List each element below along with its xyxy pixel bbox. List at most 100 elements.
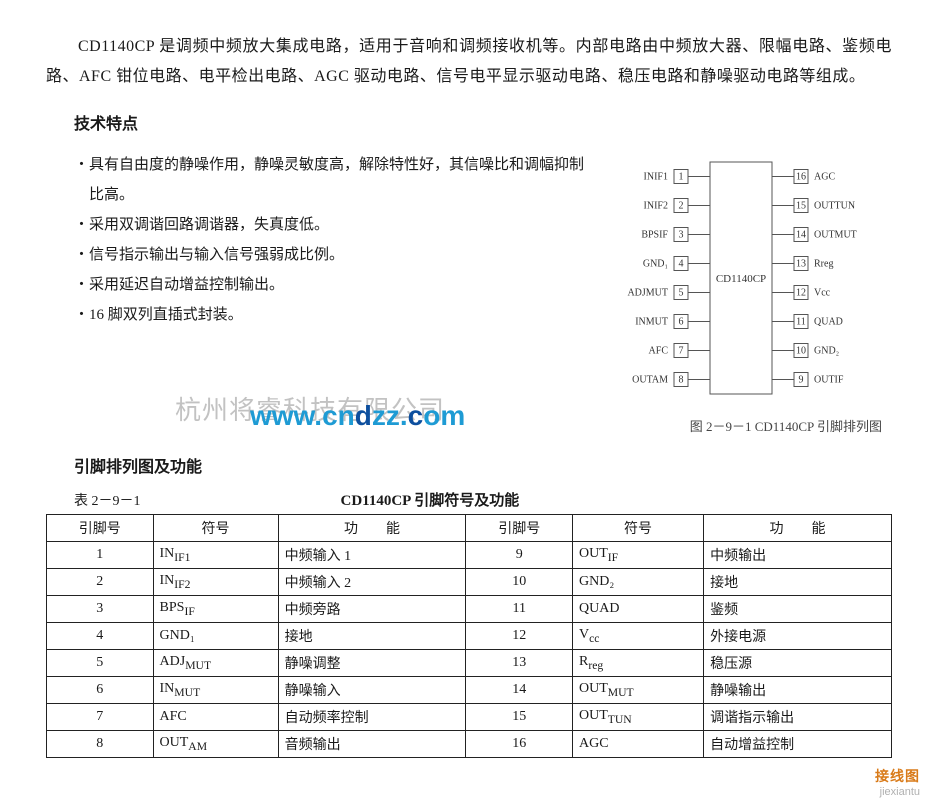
- svg-text:BPSIF: BPSIF: [641, 230, 668, 241]
- intro-paragraph: CD1140CP 是调频中频放大集成电路，适用于音响和调频接收机等。内部电路由中…: [46, 32, 892, 92]
- table-cell: 调谐指示输出: [704, 704, 892, 731]
- feature-item: 采用双调谐回路调谐器，失真度低。: [74, 210, 592, 240]
- pinout-section-heading: 引脚排列图及功能: [74, 453, 892, 477]
- table-cell: 静噪输入: [278, 677, 466, 704]
- pin-table-header: 引脚号: [47, 515, 154, 542]
- table-cell: GND₁: [153, 623, 278, 650]
- svg-text:INIF2: INIF2: [644, 201, 668, 212]
- footer-watermark: 接线图 jiexiantu: [875, 766, 920, 798]
- table-cell: INIF1: [153, 542, 278, 569]
- table-cell: 4: [47, 623, 154, 650]
- svg-text:Rreg: Rreg: [814, 259, 833, 270]
- table-cell: 自动增益控制: [704, 731, 892, 758]
- table-cell: 9: [466, 542, 573, 569]
- svg-text:5: 5: [679, 288, 684, 299]
- table-cell: Vcc: [572, 623, 703, 650]
- svg-text:OUTIF: OUTIF: [814, 375, 844, 386]
- table-cell: 7: [47, 704, 154, 731]
- table-cell: BPSIF: [153, 596, 278, 623]
- svg-text:GND₂: GND₂: [814, 346, 839, 357]
- pin-table-header: 功 能: [278, 515, 466, 542]
- svg-text:15: 15: [796, 201, 806, 212]
- table-cell: 11: [466, 596, 573, 623]
- svg-text:11: 11: [796, 317, 806, 328]
- table-cell: QUAD: [572, 596, 703, 623]
- table-cell: 14: [466, 677, 573, 704]
- table-cell: 12: [466, 623, 573, 650]
- svg-text:1: 1: [679, 172, 684, 183]
- table-title: CD1140CP 引脚符号及功能: [341, 489, 520, 510]
- table-cell: OUTAM: [153, 731, 278, 758]
- svg-text:9: 9: [799, 375, 804, 386]
- table-cell: 5: [47, 650, 154, 677]
- svg-text:13: 13: [796, 259, 806, 270]
- feature-list: 具有自由度的静噪作用，静噪灵敏度高，解除特性好，其信噪比和调幅抑制比高。采用双调…: [46, 150, 592, 330]
- features-heading: 技术特点: [74, 110, 892, 134]
- feature-item: 具有自由度的静噪作用，静噪灵敏度高，解除特性好，其信噪比和调幅抑制比高。: [74, 150, 592, 210]
- table-cell: 15: [466, 704, 573, 731]
- svg-text:14: 14: [796, 230, 806, 241]
- table-cell: ADJMUT: [153, 650, 278, 677]
- svg-text:2: 2: [679, 201, 684, 212]
- pin-table-header: 功 能: [704, 515, 892, 542]
- right-column: CD1140CP1INIF116AGC2INIF215OUTTUN3BPSIF1…: [592, 150, 892, 435]
- table-cell: Rreg: [572, 650, 703, 677]
- svg-text:AFC: AFC: [649, 346, 669, 357]
- svg-text:16: 16: [796, 172, 806, 183]
- table-row: 3BPSIF中频旁路11QUAD鉴频: [47, 596, 892, 623]
- table-cell: 8: [47, 731, 154, 758]
- svg-text:ADJMUT: ADJMUT: [627, 288, 668, 299]
- table-cell: 10: [466, 569, 573, 596]
- svg-text:4: 4: [679, 259, 684, 270]
- table-number: 表 2－9－1: [74, 490, 141, 510]
- table-cell: 2: [47, 569, 154, 596]
- table-row: 5ADJMUT静噪调整13Rreg稳压源: [47, 650, 892, 677]
- svg-text:6: 6: [679, 317, 684, 328]
- svg-text:7: 7: [679, 346, 684, 357]
- table-cell: 中频输入 2: [278, 569, 466, 596]
- table-cell: 静噪输出: [704, 677, 892, 704]
- table-cell: 音频输出: [278, 731, 466, 758]
- svg-text:QUAD: QUAD: [814, 317, 843, 328]
- table-cell: 6: [47, 677, 154, 704]
- table-row: 6INMUT静噪输入14OUTMUT静噪输出: [47, 677, 892, 704]
- page-root: CD1140CP 是调频中频放大集成电路，适用于音响和调频接收机等。内部电路由中…: [0, 0, 928, 804]
- pin-table-header: 引脚号: [466, 515, 573, 542]
- table-cell: 接地: [704, 569, 892, 596]
- table-cell: 13: [466, 650, 573, 677]
- table-row: 4GND₁接地12Vcc外接电源: [47, 623, 892, 650]
- svg-text:8: 8: [679, 375, 684, 386]
- svg-text:OUTAM: OUTAM: [632, 375, 668, 386]
- svg-text:INIF1: INIF1: [644, 172, 668, 183]
- svg-text:10: 10: [796, 346, 806, 357]
- table-row: 8OUTAM音频输出16AGC自动增益控制: [47, 731, 892, 758]
- pinout-diagram: CD1140CP1INIF116AGC2INIF215OUTTUN3BPSIF1…: [592, 150, 892, 410]
- table-cell: 自动频率控制: [278, 704, 466, 731]
- table-row: 2INIF2中频输入 210GND₂接地: [47, 569, 892, 596]
- table-cell: OUTMUT: [572, 677, 703, 704]
- table-cell: INIF2: [153, 569, 278, 596]
- pin-table: 引脚号符号功 能引脚号符号功 能 1INIF1中频输入 19OUTIF中频输出2…: [46, 514, 892, 758]
- svg-text:Vcc: Vcc: [814, 288, 831, 299]
- table-cell: OUTTUN: [572, 704, 703, 731]
- svg-text:AGC: AGC: [814, 172, 835, 183]
- svg-text:3: 3: [679, 230, 684, 241]
- svg-text:OUTMUT: OUTMUT: [814, 230, 857, 241]
- table-cell: 外接电源: [704, 623, 892, 650]
- pin-table-header-row: 引脚号符号功 能引脚号符号功 能: [47, 515, 892, 542]
- svg-text:CD1140CP: CD1140CP: [716, 273, 766, 285]
- feature-item: 信号指示输出与输入信号强弱成比例。: [74, 240, 592, 270]
- left-column: 具有自由度的静噪作用，静噪灵敏度高，解除特性好，其信噪比和调幅抑制比高。采用双调…: [46, 150, 592, 435]
- table-cell: 中频输入 1: [278, 542, 466, 569]
- pin-table-header: 符号: [153, 515, 278, 542]
- table-cell: GND₂: [572, 569, 703, 596]
- table-cell: 中频输出: [704, 542, 892, 569]
- table-cell: OUTIF: [572, 542, 703, 569]
- pinout-svg: CD1140CP1INIF116AGC2INIF215OUTTUN3BPSIF1…: [592, 150, 892, 410]
- table-cell: 3: [47, 596, 154, 623]
- table-cell: AGC: [572, 731, 703, 758]
- table-cell: 接地: [278, 623, 466, 650]
- table-cell: 鉴频: [704, 596, 892, 623]
- table-cell: 1: [47, 542, 154, 569]
- footer-watermark-sub: jiexiantu: [875, 786, 920, 798]
